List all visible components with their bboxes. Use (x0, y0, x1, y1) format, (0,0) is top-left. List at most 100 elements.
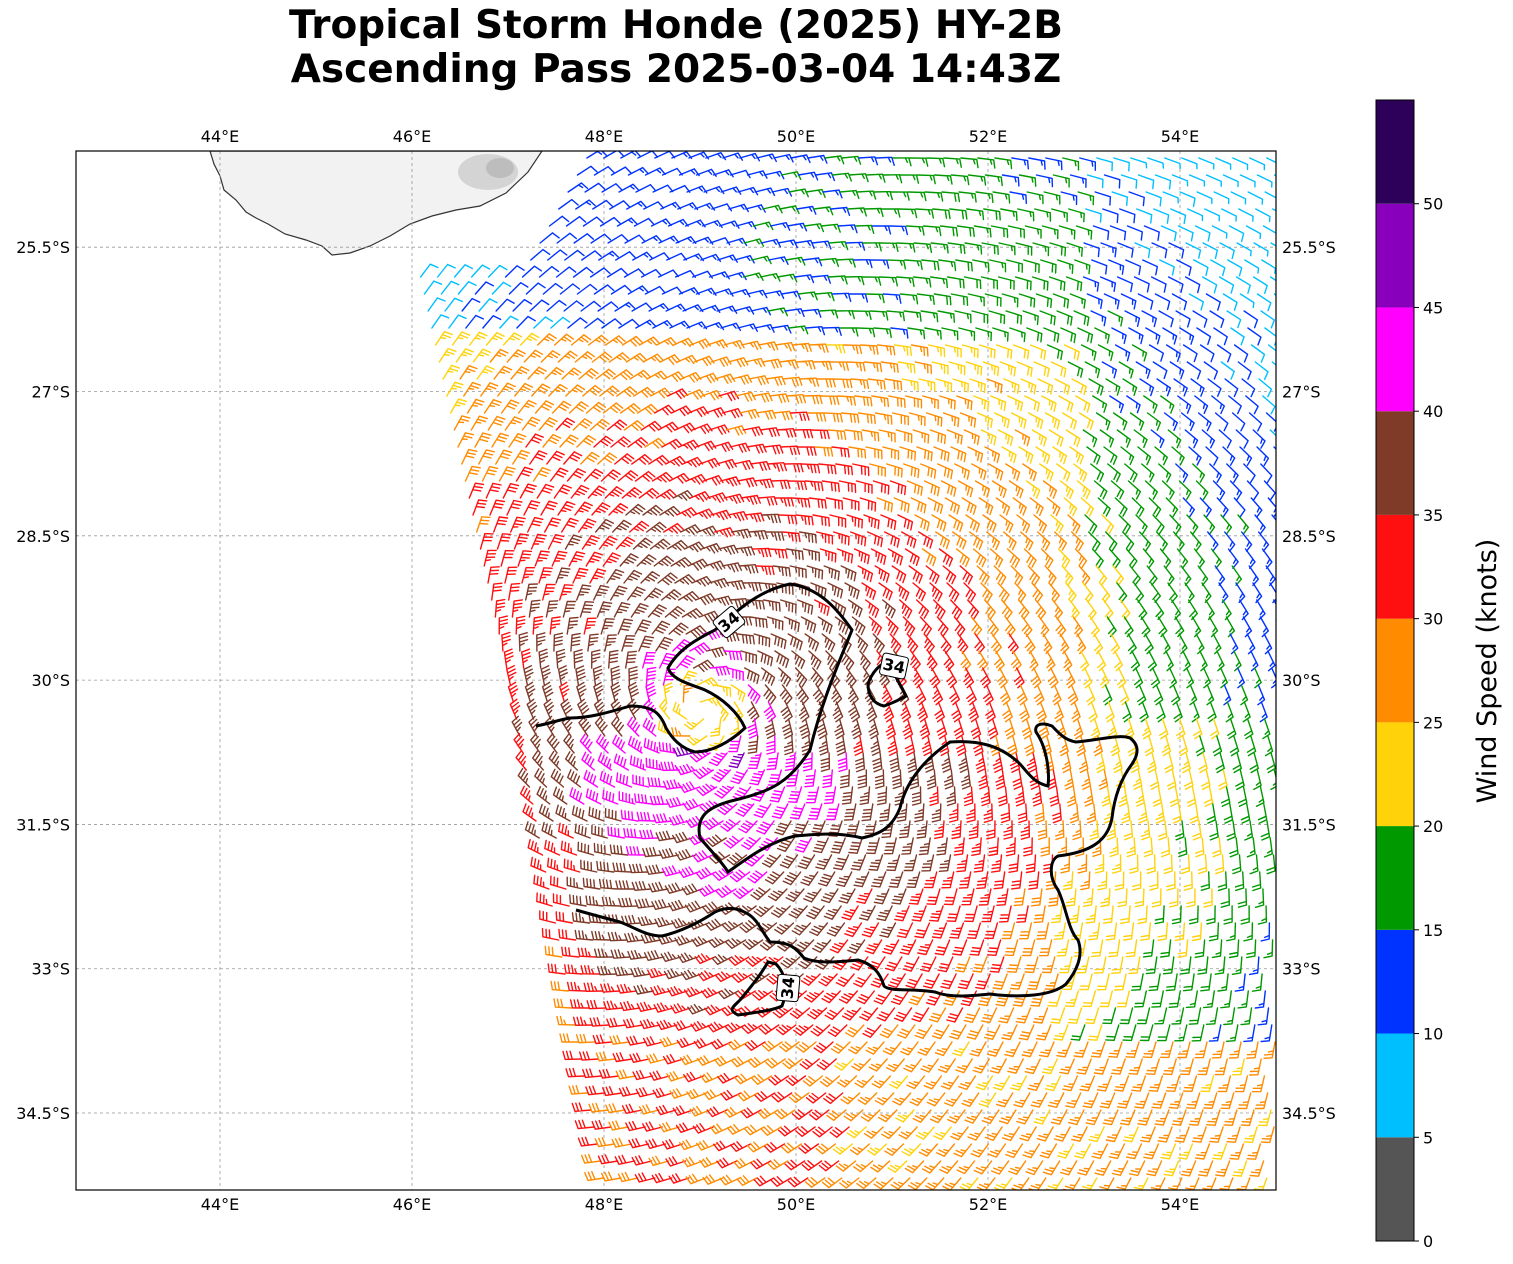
wind-barb (633, 217, 655, 227)
wind-barb (903, 463, 920, 479)
wind-barb (761, 667, 776, 686)
wind-barb (942, 565, 957, 585)
wind-barb (612, 734, 626, 754)
wind-barb (952, 378, 969, 393)
wind-barb (1011, 157, 1029, 170)
wind-barb (882, 174, 903, 184)
wind-barb (1067, 786, 1077, 807)
wind-barb (670, 405, 692, 417)
wind-barb (572, 418, 593, 431)
wind-barb (827, 429, 847, 441)
wind-barb (798, 1143, 820, 1154)
wind-barb (966, 922, 982, 939)
wind-barb (598, 1068, 620, 1079)
wind-barb (1094, 191, 1112, 206)
wind-barb (566, 616, 579, 635)
wind-barb (594, 948, 614, 958)
wind-barb (572, 266, 594, 278)
wind-barb (611, 716, 625, 737)
wind-barb (650, 985, 671, 996)
wind-barb (683, 986, 705, 998)
wind-barb (854, 395, 873, 407)
wind-barb (995, 1092, 1014, 1108)
wind-barb (534, 550, 550, 567)
wind-barb (555, 804, 571, 822)
wind-barb (1021, 939, 1036, 957)
wind-barb (631, 1155, 653, 1166)
wind-barb (991, 633, 1002, 655)
wind-barb (1020, 531, 1034, 551)
wind-barb (1125, 718, 1135, 740)
wind-barb (1112, 854, 1122, 874)
wind-barb (676, 1037, 698, 1048)
wind-barb (563, 858, 581, 873)
wind-barb (906, 633, 919, 654)
wind-barb (1026, 327, 1043, 343)
wind-barb (1101, 786, 1111, 807)
wind-barb (1194, 939, 1206, 958)
wind-barb (629, 369, 651, 380)
wind-barb (829, 939, 849, 954)
wind-barb (879, 242, 899, 252)
wind-barb (921, 1160, 942, 1174)
wind-barb (1129, 412, 1145, 431)
wind-barb (768, 548, 788, 559)
wind-barb (1246, 837, 1256, 858)
wind-barb (1076, 956, 1090, 974)
wind-barb (1033, 905, 1046, 924)
wind-barb (1006, 259, 1023, 273)
wind-barb (996, 888, 1009, 906)
wind-barb (1040, 259, 1057, 274)
wind-barb (1256, 293, 1272, 312)
wind-barb (881, 684, 893, 706)
wind-barb (642, 504, 663, 516)
wind-barb (565, 216, 587, 227)
wind-barb (665, 1156, 687, 1167)
wind-barb (670, 557, 692, 568)
wind-barb (1054, 531, 1068, 551)
wind-barb (818, 973, 838, 987)
wind-barb (1094, 327, 1110, 344)
wind-barb (1143, 395, 1158, 414)
wind-barb (1137, 446, 1152, 466)
wind-barb (541, 681, 554, 703)
wind-barb (1053, 1126, 1071, 1142)
wind-barb (1231, 1058, 1245, 1076)
wind-barb (651, 471, 673, 483)
wind-barb (1243, 463, 1256, 484)
wind-barb (1111, 956, 1124, 974)
wind-barb (861, 276, 882, 286)
wind-barb (905, 395, 923, 409)
wind-barb (987, 616, 999, 637)
wind-barb (886, 310, 905, 322)
wind-barb (964, 905, 978, 923)
wind-barb (914, 803, 925, 823)
wind-barb (853, 548, 870, 565)
wind-barb (646, 1053, 667, 1064)
wind-barb (764, 1142, 786, 1153)
wind-barb (1193, 259, 1209, 277)
wind-barb (965, 514, 980, 533)
wind-barb (689, 491, 711, 502)
wind-barb (1063, 497, 1078, 517)
wind-barb (666, 1071, 688, 1082)
wind-barb (684, 900, 706, 913)
wind-barb (756, 820, 775, 835)
wind-barb (712, 441, 734, 453)
colorbar-tick-label: 25 (1423, 713, 1443, 732)
wind-barb (1207, 701, 1217, 723)
wind-barb (517, 550, 533, 567)
wind-barb (604, 335, 626, 346)
wind-barb (820, 395, 840, 405)
wind-barb (1234, 973, 1246, 992)
wind-barb (852, 310, 872, 320)
wind-barb (854, 1075, 875, 1089)
wind-barb (1113, 1075, 1130, 1092)
wind-barb (926, 769, 937, 790)
wind-barb (1135, 786, 1145, 807)
wind-barb (1127, 480, 1142, 500)
wind-barb (1165, 497, 1179, 518)
wind-barb (1041, 1058, 1058, 1075)
wind-barb (963, 276, 982, 290)
